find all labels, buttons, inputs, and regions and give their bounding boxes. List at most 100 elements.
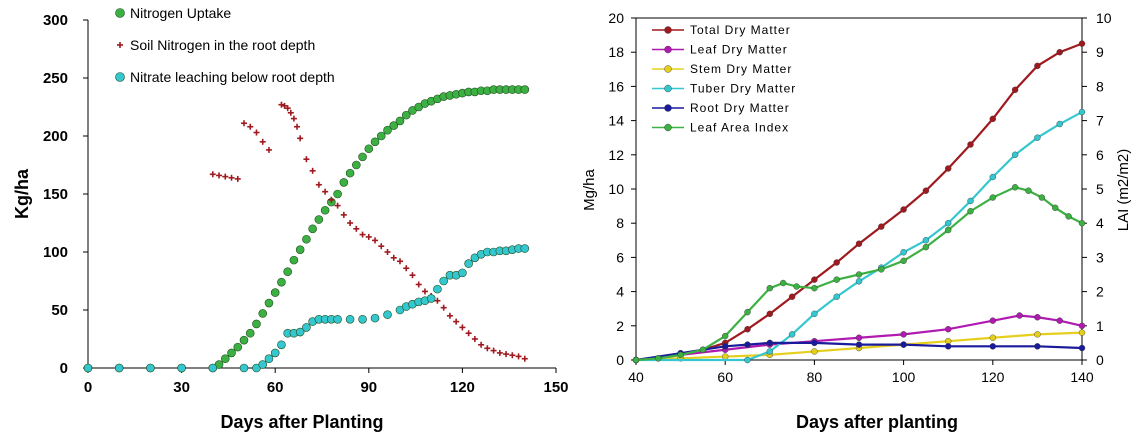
right-series-0-point bbox=[878, 223, 885, 230]
right-y-tick-label: 16 bbox=[608, 78, 624, 94]
left-series-0-point bbox=[364, 144, 374, 154]
left-series-0-point bbox=[227, 348, 236, 358]
left-series-2-point bbox=[358, 314, 367, 324]
right-series-0-point bbox=[1011, 86, 1019, 94]
right-series-4 bbox=[632, 339, 1086, 364]
left-series-1-point bbox=[521, 355, 528, 362]
left-series-1-point bbox=[297, 135, 304, 142]
right-series-0-point bbox=[922, 187, 930, 194]
left-series-1-point bbox=[496, 349, 503, 356]
right-y2-axis-label: LAI (m2/m2) bbox=[1115, 149, 1132, 232]
left-series-2-point bbox=[433, 284, 442, 294]
left-series-1-point bbox=[259, 138, 266, 145]
right-series-3-point bbox=[766, 348, 773, 355]
right-series-0-point bbox=[1034, 62, 1041, 70]
left-series-1-point bbox=[409, 272, 416, 279]
left-series-1-point bbox=[397, 258, 403, 265]
right-series-4-point bbox=[945, 343, 952, 350]
right-series-1-point bbox=[1078, 322, 1086, 329]
right-y2-tick-label: 8 bbox=[1096, 78, 1104, 94]
left-series-0-point bbox=[289, 255, 299, 265]
right-series-2-point bbox=[989, 334, 996, 341]
right-x-tick-label: 80 bbox=[807, 369, 823, 385]
left-y-tick-label: 300 bbox=[43, 12, 68, 29]
right-series-0-point bbox=[788, 293, 796, 300]
right-series-5-point bbox=[1065, 213, 1072, 220]
right-x-tick-label: 140 bbox=[1070, 369, 1094, 385]
left-series-2 bbox=[83, 244, 530, 373]
left-series-0-point bbox=[352, 160, 361, 170]
left-series-2-point bbox=[383, 310, 392, 319]
right-series-3-point bbox=[833, 293, 840, 300]
right-series-5-point bbox=[922, 243, 930, 251]
right-series-4-point bbox=[811, 339, 818, 347]
right-series-3-point bbox=[945, 219, 952, 227]
right-x-axis-label: Days after planting bbox=[796, 412, 958, 432]
left-series-1-point bbox=[216, 172, 223, 179]
left-y-tick-label: 200 bbox=[43, 128, 68, 145]
right-series-0-point bbox=[855, 240, 863, 247]
left-series-0-point bbox=[401, 110, 411, 120]
right-series-5-point bbox=[1011, 184, 1019, 191]
right-legend-label: Total Dry Matter bbox=[690, 23, 791, 37]
right-series-5-point bbox=[855, 271, 863, 278]
right-y2-tick-label: 7 bbox=[1096, 113, 1104, 129]
right-series-4-point bbox=[855, 341, 863, 348]
right-series-3-point bbox=[1034, 134, 1041, 141]
right-y2-tick-label: 9 bbox=[1096, 44, 1104, 60]
right-y-axis-label: Mg/ha bbox=[581, 169, 598, 211]
right-series-4-point bbox=[766, 339, 773, 347]
left-series-1-point bbox=[353, 225, 360, 232]
right-series-5-point bbox=[632, 356, 640, 364]
right-series-4-point bbox=[744, 341, 751, 348]
left-series-2-point bbox=[114, 363, 124, 373]
left-series-2-point bbox=[295, 327, 305, 337]
right-legend: Total Dry Matter Leaf Dry Matter Stem Dry … bbox=[652, 23, 796, 135]
left-series-0-point bbox=[295, 245, 305, 254]
right-series-5-point bbox=[967, 208, 974, 215]
right-y2-tick-label: 3 bbox=[1096, 249, 1104, 265]
left-series-1-point bbox=[247, 123, 254, 130]
right-series-4-point bbox=[722, 343, 729, 350]
left-series-1-point bbox=[265, 146, 272, 153]
right-series-5-point bbox=[655, 355, 662, 362]
left-series-0-point bbox=[220, 354, 230, 364]
right-legend-label: Tuber Dry Matter bbox=[690, 82, 796, 96]
left-series-0-point bbox=[270, 288, 280, 297]
left-series-2-point bbox=[464, 259, 473, 268]
right-series-3-point bbox=[744, 356, 751, 364]
left-y-tick-label: 100 bbox=[43, 244, 68, 261]
right-y2-tick-label: 2 bbox=[1096, 284, 1104, 300]
right-series-3-line bbox=[636, 111, 1083, 362]
right-series-2-point bbox=[1078, 329, 1086, 336]
left-series-2-point bbox=[345, 314, 355, 324]
right-x-tick-label: 40 bbox=[628, 369, 644, 385]
right-series-5-point bbox=[677, 351, 684, 359]
left-x-tick-label: 120 bbox=[450, 379, 475, 396]
left-series-1-point bbox=[378, 243, 385, 250]
right-series-4-point bbox=[989, 343, 996, 350]
left-series-2-point bbox=[208, 363, 218, 373]
right-series-5-point bbox=[1038, 194, 1046, 201]
left-y-tick-label: 50 bbox=[51, 302, 68, 319]
right-y-tick-label: 8 bbox=[616, 215, 624, 231]
right-series-5-point bbox=[1052, 204, 1059, 212]
right-series-5-point bbox=[744, 308, 751, 316]
right-legend-label: Leaf Area Index bbox=[690, 121, 789, 135]
right-series-1-point bbox=[900, 331, 907, 338]
left-series-0-point bbox=[258, 309, 268, 318]
left-x-tick-label: 60 bbox=[267, 379, 284, 396]
left-series-1-point bbox=[294, 123, 301, 130]
right-y2-tick-label: 5 bbox=[1096, 181, 1104, 197]
chart-left: 0 30 60 90 120 150 0 50 100 150 200 250 300 Days afte… bbox=[12, 5, 569, 432]
right-series-0-point bbox=[945, 165, 952, 172]
left-series-2-point bbox=[520, 244, 530, 253]
right-legend-marker bbox=[664, 26, 672, 34]
left-series-1 bbox=[209, 101, 528, 362]
left-series-2-point bbox=[177, 363, 186, 373]
left-series-1-point bbox=[228, 174, 235, 181]
right-legend-marker bbox=[664, 84, 672, 93]
left-series-1-point bbox=[347, 220, 354, 226]
left-series-2-point bbox=[458, 268, 467, 278]
right-series-2-point bbox=[811, 348, 818, 355]
